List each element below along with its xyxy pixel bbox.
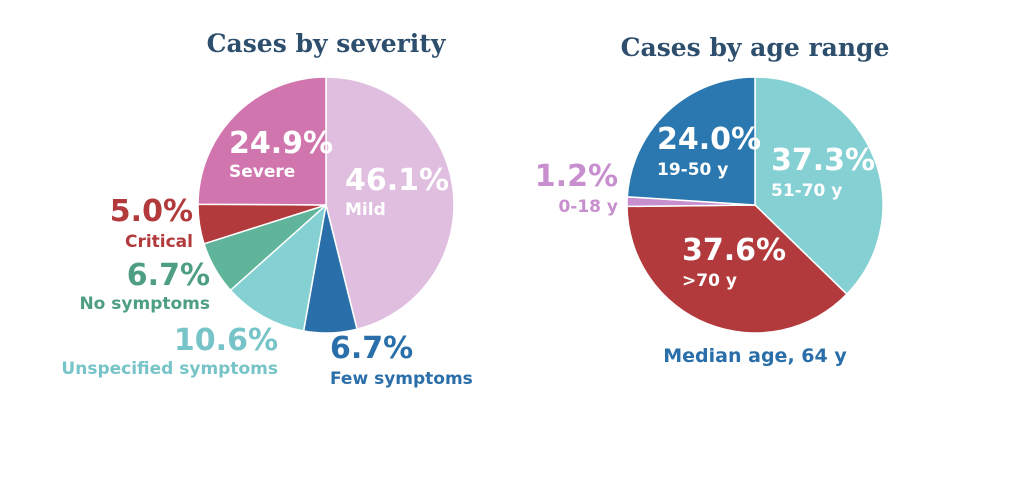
value-label-few-symptoms: 6.7% <box>330 331 413 366</box>
category-label-51-70-y: 51-70 y <box>771 181 842 201</box>
value-label-no-symptoms: 6.7% <box>127 258 210 293</box>
category-label-mild: Mild <box>345 200 386 220</box>
age-pie <box>626 76 884 334</box>
pie-slice-70-y <box>626 204 848 334</box>
age-chart-title: Cases by age range <box>621 33 890 62</box>
category-label-70-y: >70 y <box>682 271 737 291</box>
category-label-severe: Severe <box>229 162 295 182</box>
age-labels: 37.3% 51-70 y 37.6% >70 y 1.2% 0-18 y 24.0% 19-… <box>535 122 875 291</box>
pie-slice-19-50-y <box>626 76 756 206</box>
category-label-no-symptoms: No symptoms <box>79 294 210 314</box>
category-label-critical: Critical <box>125 232 193 252</box>
category-label-unspecified-symptoms: Unspecified symptoms <box>61 359 278 379</box>
value-label-70-y: 37.6% <box>682 233 786 268</box>
value-label-mild: 46.1% <box>345 163 449 198</box>
value-label-severe: 24.9% <box>229 126 333 161</box>
severity-chart: Cases by severity 46.1%Mild 6.7% Few sympt… <box>61 29 472 389</box>
pie-slice-mild <box>325 76 455 331</box>
pie-slice-51-70-y <box>754 76 884 296</box>
value-label-unspecified-symptoms: 10.6% <box>174 323 278 358</box>
category-label-19-50-y: 19-50 y <box>657 160 728 180</box>
category-label-few-symptoms: Few symptoms <box>330 369 473 389</box>
value-label-critical: 5.0% <box>110 194 193 229</box>
value-label-51-70-y: 37.3% <box>771 143 875 178</box>
value-label-19-50-y: 24.0% <box>657 122 761 157</box>
severity-labels: 46.1%Mild 6.7% Few symptoms 10.6%Unspecifie… <box>61 126 472 389</box>
pie-slice-unspecified-symptoms <box>229 202 328 332</box>
value-label-0-18-y: 1.2% <box>535 159 618 194</box>
severity-chart-title: Cases by severity <box>207 29 447 58</box>
age-chart: Cases by age range 37.3% 51-70 y 37.6% >70 … <box>535 33 890 367</box>
median-age-note: Median age, 64 y <box>663 345 847 367</box>
pie-slice-severe <box>197 76 327 206</box>
category-label-0-18-y: 0-18 y <box>558 197 618 217</box>
severity-pie <box>197 76 455 334</box>
